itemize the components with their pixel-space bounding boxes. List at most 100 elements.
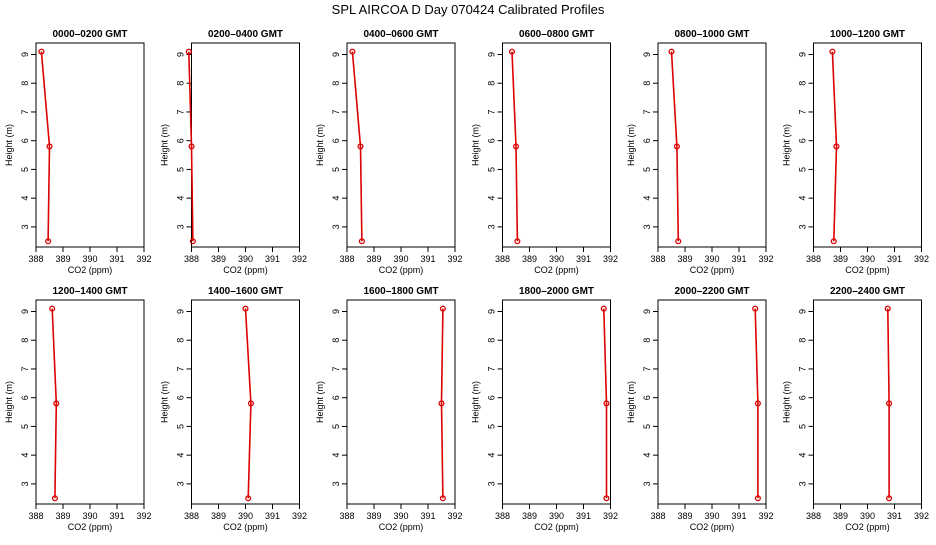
y-tick-label: 7 [176,109,186,114]
plot-frame [657,42,767,248]
y-tick-label: 9 [331,52,341,57]
x-tick-label: 390 [549,254,564,264]
x-axis-label: CO2 (ppm) [223,265,268,275]
data-point [38,48,45,55]
panel-12: 2200–2400 GMT 388 389 390 391 392 CO2 (ppm) 3 4 5… [782,286,930,532]
data-point [245,495,252,502]
x-tick-label: 388 [184,254,199,264]
data-point [886,495,893,502]
panel-5: 0800–1000 GMT 388 389 390 391 392 CO2 (ppm) 3 4 5… [626,29,774,275]
y-tick-label: 9 [798,309,808,314]
y-tick-label: 3 [487,224,497,229]
x-tick-label: 391 [420,511,435,521]
plot-frame [502,42,611,248]
x-tick-label: 390 [82,511,97,521]
data-point [884,305,891,312]
x-tick-label: 390 [393,511,408,521]
data-point [675,238,682,245]
y-tick-label: 4 [20,453,30,458]
data-point [886,400,893,407]
y-tick-label: 7 [331,109,341,114]
x-tick-label: 388 [495,511,510,521]
x-tick-label: 390 [238,511,253,521]
y-tick-label: 9 [487,309,497,314]
panel-title: 1600–1800 GMT [363,286,438,297]
x-tick-label: 391 [576,511,591,521]
data-point [358,238,365,245]
x-tick-label: 391 [265,511,280,521]
x-axis-label: CO2 (ppm) [845,522,890,532]
y-tick-label: 6 [176,138,186,143]
x-axis-label: CO2 (ppm) [845,265,890,275]
x-axis-label: CO2 (ppm) [379,265,424,275]
y-tick-label: 8 [798,338,808,343]
y-tick-label: 3 [331,481,341,486]
y-tick-label: 9 [176,309,186,314]
y-tick-label: 9 [487,52,497,57]
x-tick-label: 388 [495,254,510,264]
data-point [185,48,192,55]
panel-4: 0600–0800 GMT 388 389 390 391 392 CO2 (ppm) 3 4 5… [471,29,619,275]
x-axis-label: CO2 (ppm) [68,522,113,532]
y-tick-label: 5 [487,424,497,429]
x-tick-label: 392 [447,254,462,264]
x-tick-label: 388 [339,254,354,264]
x-axis-label: CO2 (ppm) [690,265,735,275]
x-tick-label: 392 [136,511,151,521]
series-line [440,308,444,499]
data-point [439,495,446,502]
x-tick-label: 388 [650,511,665,521]
x-tick-label: 390 [860,511,875,521]
data-point [247,400,254,407]
x-tick-label: 390 [238,254,253,264]
y-tick-label: 3 [642,224,652,229]
x-tick-label: 392 [603,511,618,521]
y-tick-label: 6 [20,138,30,143]
y-tick-label: 4 [176,196,186,201]
data-point [189,238,196,245]
data-point [668,48,675,55]
plot-frame [813,299,922,505]
x-tick-label: 390 [704,254,719,264]
data-point [49,305,56,312]
x-tick-label: 391 [265,254,280,264]
x-tick-label: 388 [806,511,821,521]
x-tick-label: 389 [677,511,692,521]
panel-9: 1600–1800 GMT 388 389 390 391 392 CO2 (ppm) 3 4 5… [315,286,463,532]
y-tick-label: 7 [331,366,341,371]
y-tick-label: 3 [487,481,497,486]
x-tick-label: 391 [887,254,902,264]
y-tick-label: 6 [642,395,652,400]
panel-2: 0200–0400 GMT 388 389 390 391 392 CO2 (ppm) 3 4 5… [160,29,308,275]
series-line [754,308,759,499]
x-tick-label: 391 [576,254,591,264]
series-line [511,51,519,242]
data-point [439,305,446,312]
y-tick-label: 6 [798,395,808,400]
y-tick-label: 9 [20,309,30,314]
y-tick-label: 5 [798,424,808,429]
panel-title: 1200–1400 GMT [52,286,127,297]
figure-title: SPL AIRCOA D Day 070424 Calibrated Profi… [332,2,605,17]
y-axis-label: Height (m) [471,124,481,166]
data-point [600,305,607,312]
plot-frame [346,42,456,248]
plot-frame [191,42,300,248]
y-tick-label: 7 [487,366,497,371]
y-tick-label: 6 [176,395,186,400]
y-tick-label: 9 [331,309,341,314]
panel-7: 1200–1400 GMT 388 389 390 391 392 CO2 (ppm) 3 4 5… [4,286,152,532]
series-line [670,51,680,242]
y-tick-label: 4 [487,453,497,458]
y-tick-label: 8 [798,81,808,86]
series-line [887,308,890,499]
data-point [673,143,680,150]
y-tick-label: 9 [642,52,652,57]
x-tick-label: 390 [704,511,719,521]
x-tick-label: 388 [28,511,43,521]
x-tick-label: 389 [55,511,70,521]
y-tick-label: 5 [487,167,497,172]
y-axis-label: Height (m) [160,124,170,166]
x-axis-label: CO2 (ppm) [68,265,113,275]
y-tick-label: 3 [20,224,30,229]
